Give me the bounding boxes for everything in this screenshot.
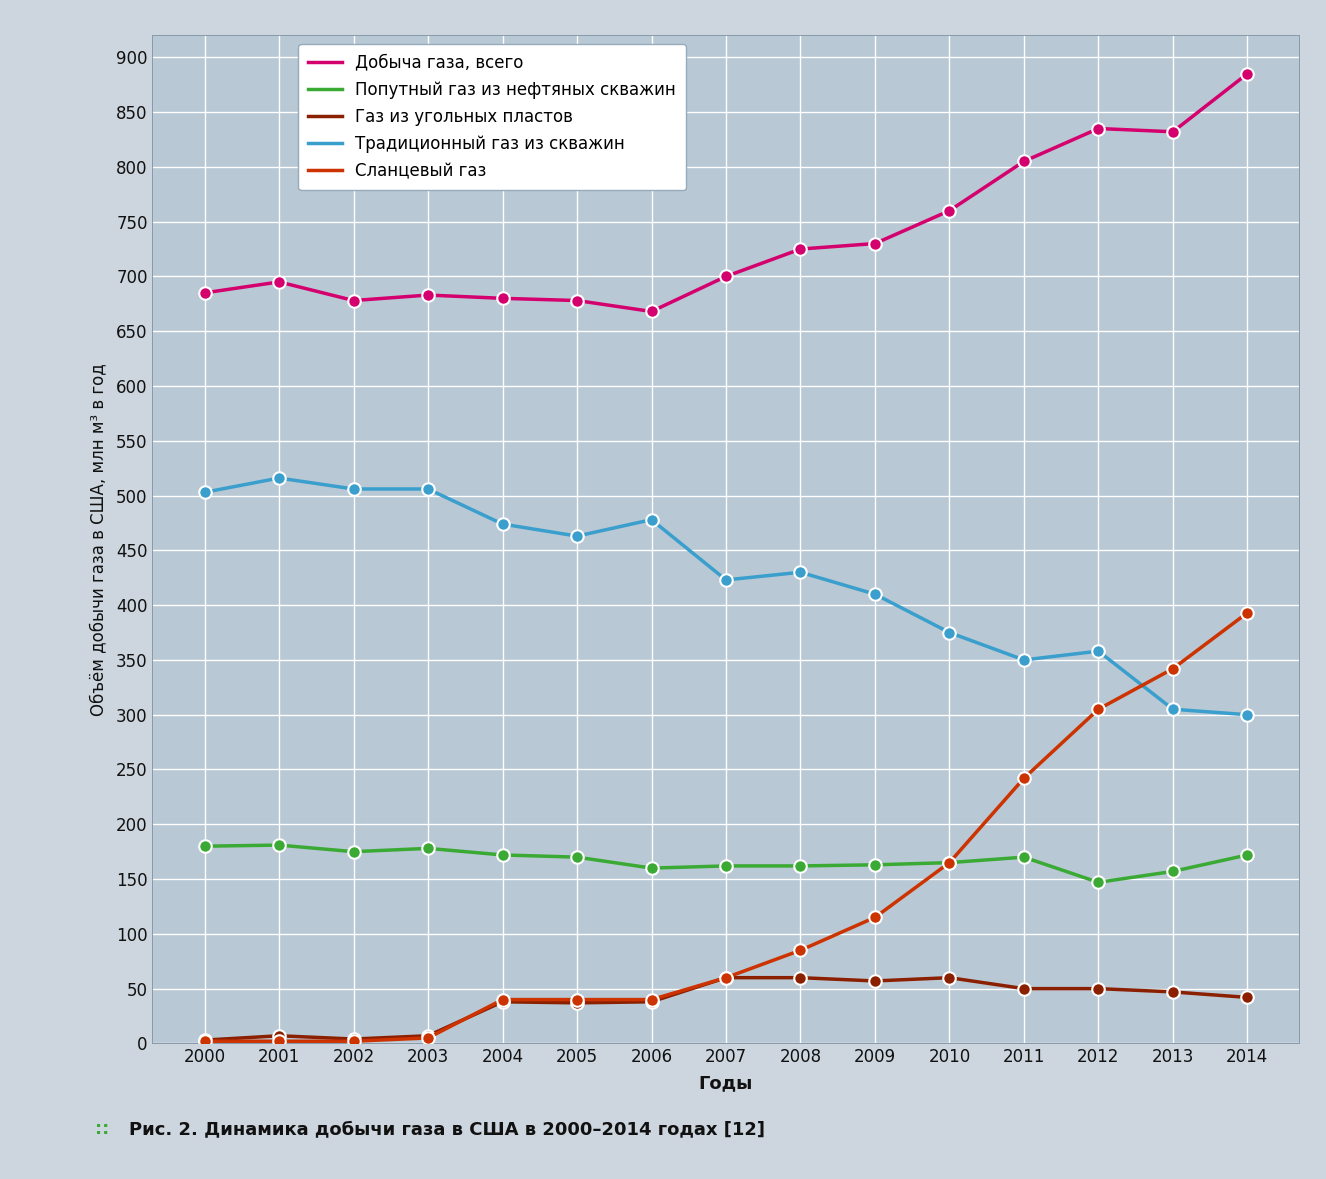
Добыча газа, всего: [271, 275, 286, 289]
Попутный газ из нефтяных скважин: [271, 838, 286, 852]
Попутный газ из нефтяных скважин: [1166, 864, 1181, 878]
Попутный газ из нефтяных скважин: [793, 858, 809, 872]
Добыча газа, всего: [643, 304, 659, 318]
Добыча газа, всего: [793, 242, 809, 256]
Сланцевый газ: [717, 970, 733, 984]
Газ из угольных пластов: [1090, 982, 1106, 996]
Традиционный газ из скважин: [495, 516, 511, 531]
Попутный газ из нефтяных скважин: [569, 850, 585, 864]
Традиционный газ из скважин: [346, 482, 362, 496]
Традиционный газ из скважин: [196, 486, 212, 500]
Газ из угольных пластов: [420, 1028, 436, 1042]
Газ из угольных пластов: [1166, 984, 1181, 999]
Line: Сланцевый газ: Сланцевый газ: [199, 606, 1253, 1047]
Газ из угольных пластов: [569, 996, 585, 1010]
Text: Рис. 2. Динамика добычи газа в США в 2000–2014 годах [12]: Рис. 2. Динамика добычи газа в США в 200…: [129, 1120, 765, 1139]
Попутный газ из нефтяных скважин: [867, 858, 883, 872]
Традиционный газ из скважин: [569, 529, 585, 544]
Сланцевый газ: [867, 910, 883, 924]
Добыча газа, всего: [867, 237, 883, 251]
Сланцевый газ: [271, 1034, 286, 1048]
Газ из угольных пластов: [941, 970, 957, 984]
Попутный газ из нефтяных скважин: [941, 856, 957, 870]
Добыча газа, всего: [941, 204, 957, 218]
Line: Добыча газа, всего: Добыча газа, всего: [199, 67, 1253, 317]
Сланцевый газ: [941, 856, 957, 870]
Сланцевый газ: [569, 993, 585, 1007]
Сланцевый газ: [1016, 771, 1032, 785]
Традиционный газ из скважин: [643, 513, 659, 527]
Газ из угольных пластов: [1016, 982, 1032, 996]
Сланцевый газ: [643, 993, 659, 1007]
Добыча газа, всего: [1090, 121, 1106, 136]
Y-axis label: Объём добычи газа в США, млн м³ в год: Объём добычи газа в США, млн м³ в год: [90, 363, 107, 716]
Газ из угольных пластов: [346, 1032, 362, 1046]
Попутный газ из нефтяных скважин: [420, 842, 436, 856]
Попутный газ из нефтяных скважин: [1240, 848, 1256, 862]
Сланцевый газ: [495, 993, 511, 1007]
Добыча газа, всего: [1240, 67, 1256, 81]
Газ из угольных пластов: [196, 1033, 212, 1047]
Добыча газа, всего: [717, 269, 733, 283]
Line: Традиционный газ из скважин: Традиционный газ из скважин: [199, 472, 1253, 720]
Сланцевый газ: [1090, 703, 1106, 717]
Сланцевый газ: [346, 1034, 362, 1048]
Добыча газа, всего: [1166, 125, 1181, 139]
Сланцевый газ: [420, 1030, 436, 1045]
Газ из угольных пластов: [717, 970, 733, 984]
Попутный газ из нефтяных скважин: [196, 839, 212, 854]
Добыча газа, всего: [1016, 154, 1032, 169]
Попутный газ из нефтяных скважин: [717, 858, 733, 872]
X-axis label: Годы: Годы: [699, 1074, 753, 1093]
Традиционный газ из скважин: [1016, 653, 1032, 667]
Добыча газа, всего: [569, 294, 585, 308]
Газ из угольных пластов: [1240, 990, 1256, 1005]
Газ из угольных пластов: [867, 974, 883, 988]
Газ из угольных пластов: [643, 995, 659, 1009]
Традиционный газ из скважин: [1090, 644, 1106, 658]
Попутный газ из нефтяных скважин: [346, 844, 362, 858]
Традиционный газ из скважин: [717, 573, 733, 587]
Сланцевый газ: [1240, 606, 1256, 620]
Традиционный газ из скважин: [867, 587, 883, 601]
Газ из угольных пластов: [495, 995, 511, 1009]
Добыча газа, всего: [420, 288, 436, 302]
Традиционный газ из скважин: [1240, 707, 1256, 722]
Попутный газ из нефтяных скважин: [643, 861, 659, 875]
Добыча газа, всего: [495, 291, 511, 305]
Line: Газ из угольных пластов: Газ из угольных пластов: [199, 971, 1253, 1047]
Сланцевый газ: [196, 1034, 212, 1048]
Традиционный газ из скважин: [420, 482, 436, 496]
Традиционный газ из скважин: [793, 565, 809, 579]
Традиционный газ из скважин: [941, 625, 957, 639]
Попутный газ из нефтяных скважин: [495, 848, 511, 862]
Добыча газа, всего: [196, 285, 212, 299]
Line: Попутный газ из нефтяных скважин: Попутный газ из нефтяных скважин: [199, 838, 1253, 889]
Text: ::: ::: [95, 1120, 110, 1139]
Попутный газ из нефтяных скважин: [1090, 875, 1106, 889]
Legend: Добыча газа, всего, Попутный газ из нефтяных скважин, Газ из угольных пластов, Т: Добыча газа, всего, Попутный газ из нефт…: [298, 44, 686, 190]
Газ из угольных пластов: [793, 970, 809, 984]
Традиционный газ из скважин: [1166, 703, 1181, 717]
Попутный газ из нефтяных скважин: [1016, 850, 1032, 864]
Добыча газа, всего: [346, 294, 362, 308]
Газ из угольных пластов: [271, 1028, 286, 1042]
Сланцевый газ: [1166, 661, 1181, 676]
Традиционный газ из скважин: [271, 470, 286, 485]
Сланцевый газ: [793, 943, 809, 957]
